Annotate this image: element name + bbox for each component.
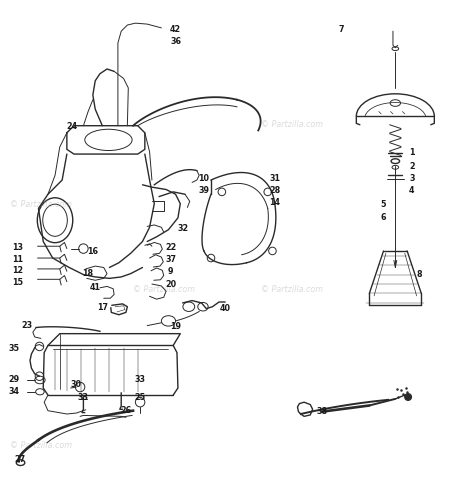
- Text: 32: 32: [177, 223, 188, 232]
- Text: 15: 15: [12, 278, 23, 287]
- Text: © Partzilla.com: © Partzilla.com: [261, 120, 323, 129]
- Text: 10: 10: [199, 174, 210, 183]
- Text: © Partzilla.com: © Partzilla.com: [261, 285, 323, 294]
- Text: 16: 16: [87, 246, 98, 255]
- Text: 6: 6: [381, 213, 386, 222]
- Text: 13: 13: [12, 242, 23, 251]
- Text: © Partzilla.com: © Partzilla.com: [10, 200, 72, 209]
- Text: 27: 27: [14, 454, 25, 464]
- Text: 7: 7: [338, 25, 344, 34]
- Text: 30: 30: [71, 379, 82, 388]
- Text: 31: 31: [269, 174, 280, 183]
- Text: © Partzilla.com: © Partzilla.com: [133, 285, 195, 294]
- Text: 19: 19: [170, 321, 181, 331]
- Text: 40: 40: [219, 303, 231, 313]
- Circle shape: [405, 394, 411, 400]
- Text: 2: 2: [409, 162, 415, 171]
- Text: 26: 26: [120, 405, 131, 414]
- Text: 38: 38: [317, 407, 328, 415]
- Text: 5: 5: [381, 200, 386, 209]
- Text: 25: 25: [135, 392, 146, 401]
- Text: 4: 4: [409, 186, 415, 195]
- Text: 35: 35: [9, 344, 19, 353]
- Text: 17: 17: [97, 302, 108, 312]
- Text: 23: 23: [21, 320, 32, 329]
- Text: 22: 22: [165, 242, 176, 251]
- Text: 42: 42: [170, 25, 181, 34]
- Text: 41: 41: [90, 282, 100, 291]
- Text: 29: 29: [9, 374, 19, 383]
- Text: 24: 24: [66, 122, 77, 131]
- Text: 28: 28: [269, 186, 281, 195]
- Text: 1: 1: [409, 148, 415, 157]
- Text: 14: 14: [269, 197, 280, 206]
- Text: 9: 9: [168, 267, 173, 276]
- Text: 34: 34: [9, 386, 19, 395]
- Text: 8: 8: [416, 270, 422, 279]
- Text: 33: 33: [78, 392, 89, 401]
- Text: © Partzilla.com: © Partzilla.com: [10, 440, 72, 449]
- Text: 33: 33: [135, 374, 146, 383]
- Text: 37: 37: [165, 255, 176, 264]
- Text: 12: 12: [12, 266, 23, 275]
- Text: 20: 20: [165, 279, 176, 288]
- Text: 39: 39: [199, 186, 210, 195]
- Text: 36: 36: [170, 37, 181, 46]
- Text: 3: 3: [409, 174, 415, 183]
- Text: 11: 11: [12, 254, 23, 263]
- Text: 18: 18: [82, 268, 94, 277]
